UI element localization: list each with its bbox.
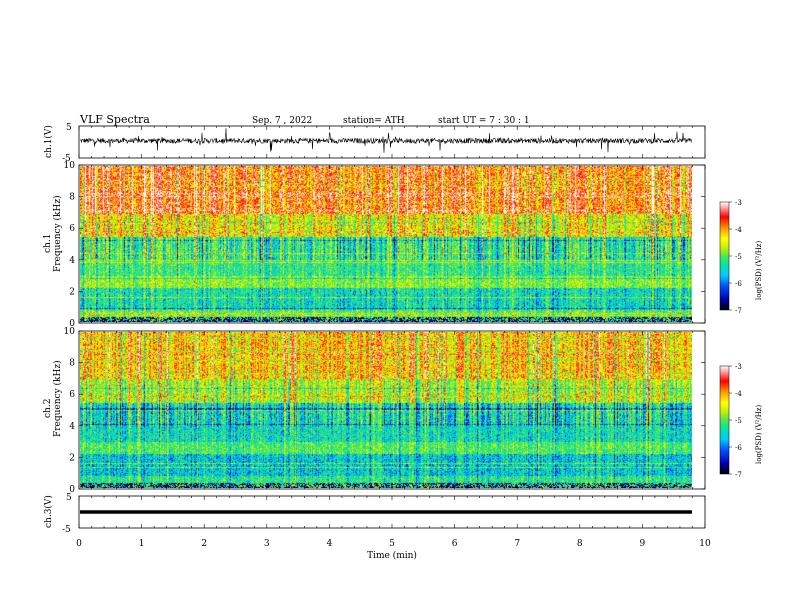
colorbar-tick-label: -4 (735, 226, 742, 234)
x-tick-label: 4 (327, 539, 333, 549)
y-tick-label: 4 (69, 256, 75, 266)
y-tick-label: 8 (69, 359, 75, 369)
ch2-spectrogram-image (80, 332, 692, 488)
y-tick-label: 8 (69, 193, 75, 203)
y-tick-label: 10 (64, 327, 76, 337)
ch1-waveform-panel: 5 -5 ch.1(V) (43, 123, 706, 164)
x-tick-label: 10 (699, 539, 711, 549)
xaxis-label: Time (min) (367, 550, 417, 561)
x-tick-label: 9 (640, 539, 646, 549)
y-tick-label: 10 (64, 161, 76, 171)
y-tick-label: 0 (69, 485, 75, 495)
ch1-spec-ylabel-1: ch.1 (43, 234, 53, 253)
y-tick-label: 6 (69, 224, 75, 234)
time-axis: 0 1 2 3 4 5 6 7 8 9 10 (76, 539, 711, 549)
ch1-spec-ylabel-2: Frequency (kHz) (52, 195, 63, 272)
colorbar-ch1-label: log(PSD) (V²/Hz) (755, 241, 763, 300)
ch1-spectrogram-panel: 0 2 4 6 8 10 ch.1 Frequency (kHz) (43, 161, 706, 329)
figure-title: VLF Spectra (79, 113, 150, 126)
x-tick-label: 3 (264, 539, 270, 549)
y-tick-label: 2 (69, 287, 75, 297)
ch3-ytick-top: 5 (66, 493, 72, 503)
x-tick-label: 0 (76, 539, 82, 549)
colorbar-ch2-label: log(PSD) (V²/Hz) (755, 405, 763, 464)
colorbar-tick-label: -3 (735, 363, 742, 371)
colorbar-ch1: -3 -4 -5 -6 -7 log(PSD) (V²/Hz) (719, 199, 763, 315)
station-text: station= ATH (343, 116, 405, 126)
colorbar-tick-label: -5 (735, 417, 742, 425)
ch1-ylabel: ch.1(V) (43, 125, 54, 158)
colorbar-tick-label: -6 (735, 280, 742, 288)
y-tick-label: 6 (69, 390, 75, 400)
colorbar-tick-label: -7 (735, 307, 742, 315)
ch2-spec-ylabel-2: Frequency (kHz) (52, 360, 63, 437)
ch2-spec-ylabel-1: ch.2 (43, 399, 53, 418)
colorbar-ch2-bar (719, 365, 730, 475)
colorbar-tick-label: -6 (735, 444, 742, 452)
x-tick-label: 1 (139, 539, 145, 549)
colorbar-tick-label: -7 (735, 471, 742, 479)
x-tick-label: 2 (201, 539, 207, 549)
ch2-spectrogram-panel: 0 2 4 6 8 10 ch.2 Frequency (kHz) (43, 327, 706, 495)
colorbar-ch2: -3 -4 -5 -6 -7 log(PSD) (V²/Hz) (719, 363, 763, 479)
ch3-ytick-bottom: -5 (62, 525, 71, 535)
ch1-spectrogram-image (80, 166, 692, 322)
x-tick-label: 6 (452, 539, 458, 549)
y-tick-label: 0 (69, 319, 75, 329)
x-tick-label: 7 (514, 539, 520, 549)
colorbar-tick-label: -3 (735, 199, 742, 207)
ch3-waveform-panel: 5 -5 ch.3(V) (43, 493, 706, 535)
colorbar-tick-label: -5 (735, 253, 742, 261)
y-tick-label: 2 (69, 453, 75, 463)
y-tick-label: 4 (69, 422, 75, 432)
ch1-waveform-line (79, 128, 693, 153)
ch1-ytick-top: 5 (66, 123, 72, 133)
colorbar-tick-label: -4 (735, 390, 742, 398)
x-tick-label: 5 (389, 539, 395, 549)
start-time-text: start UT = 7 : 30 : 1 (438, 116, 530, 126)
date-text: Sep. 7 , 2022 (252, 116, 312, 126)
ch3-ylabel: ch.3(V) (43, 495, 54, 528)
colorbar-ch1-bar (719, 201, 730, 311)
ch1-ytick-bottom: -5 (62, 154, 71, 164)
x-tick-label: 8 (577, 539, 583, 549)
